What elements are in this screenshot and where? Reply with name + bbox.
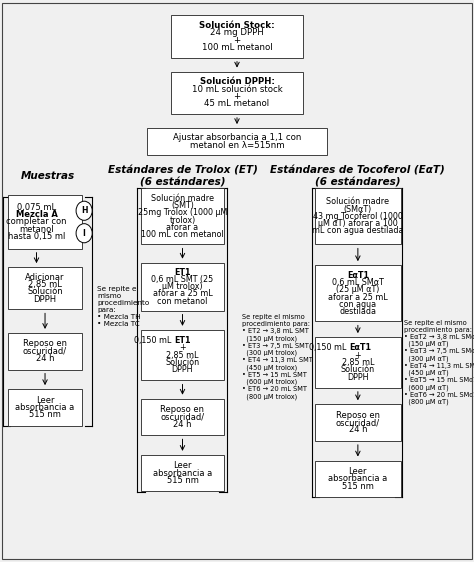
Text: aforar a 25 mL: aforar a 25 mL [153,289,212,298]
FancyBboxPatch shape [141,330,224,380]
Text: Se repite el
mismo
procedimiento
para:
• Mezcla TH
• Mezcla TC: Se repite el mismo procedimiento para: •… [97,286,149,327]
Text: 515 nm: 515 nm [29,410,61,419]
Text: trolox): trolox) [169,215,196,225]
Text: +: + [355,351,361,360]
FancyBboxPatch shape [171,15,303,57]
Text: Leer: Leer [173,461,192,470]
Text: 2,85 mL: 2,85 mL [28,280,62,289]
FancyBboxPatch shape [8,196,82,248]
FancyBboxPatch shape [315,461,401,497]
Text: 0,6 mL SMT (25: 0,6 mL SMT (25 [151,275,214,284]
Text: con metanol: con metanol [157,297,208,306]
Text: 24 h: 24 h [348,425,367,434]
FancyBboxPatch shape [315,405,401,441]
Text: 24 mg DPPH: 24 mg DPPH [210,28,264,38]
Text: 0,6 mL SMαT: 0,6 mL SMαT [332,278,384,287]
Text: Solución: Solución [27,287,63,297]
Text: Estándares de Trolox (ET)
(6 estándares): Estándares de Trolox (ET) (6 estándares) [108,166,257,187]
FancyBboxPatch shape [8,268,82,309]
FancyBboxPatch shape [315,337,401,388]
Text: con agua: con agua [339,300,376,309]
Text: Leer: Leer [36,396,55,405]
Text: aforar a 25 mL: aforar a 25 mL [328,292,388,302]
Text: +: + [179,343,186,352]
Text: 515 nm: 515 nm [342,482,374,491]
Text: I: I [82,229,86,238]
Text: 0,075 mL: 0,075 mL [17,203,56,212]
Text: 24 h: 24 h [173,420,192,429]
Text: Reposo en: Reposo en [23,339,67,348]
Text: Se repite el mismo
procedimiento para:
• EαT2 → 3,8 mL SMαT
  (150 μM αT)
• EαT3: Se repite el mismo procedimiento para: •… [404,320,474,405]
Text: Solución DPPH:: Solución DPPH: [200,77,274,87]
Text: metanol en λ=515nm: metanol en λ=515nm [190,140,284,150]
Text: 43 mg Tocoferol (1000: 43 mg Tocoferol (1000 [313,212,403,221]
Text: absorbancia a: absorbancia a [15,403,75,412]
Text: (25 μM αT): (25 μM αT) [336,285,380,294]
Text: +: + [233,92,241,101]
Text: 10 mL solución stock: 10 mL solución stock [191,84,283,94]
Text: aforar a: aforar a [166,223,199,232]
FancyBboxPatch shape [8,333,82,370]
Text: Estándares de Tocoferol (EαT)
(6 estándares): Estándares de Tocoferol (EαT) (6 estánda… [271,166,445,187]
Text: μM trolox): μM trolox) [162,282,203,291]
Text: EαT1: EαT1 [347,270,369,280]
FancyBboxPatch shape [171,72,303,114]
Text: 100 mL metanol: 100 mL metanol [202,43,272,52]
Text: (SMαT): (SMαT) [344,205,372,214]
Text: mL con agua destilada: mL con agua destilada [312,226,404,235]
Text: absorbancia a: absorbancia a [153,469,212,478]
Text: Ajustar absorbancia a 1,1 con: Ajustar absorbancia a 1,1 con [173,133,301,143]
Text: 0,150 mL: 0,150 mL [310,343,349,352]
Text: 100 mL con metanol: 100 mL con metanol [141,230,224,239]
Text: Adicionar: Adicionar [25,273,65,282]
Text: EαT1: EαT1 [349,343,371,352]
Text: Se repite el mismo
procedimiento para:
• ET2 → 3,8 mL SMT
  (150 μM trolox)
• ET: Se repite el mismo procedimiento para: •… [242,314,313,400]
Text: oscuridad/: oscuridad/ [336,418,380,427]
Text: Reposo en: Reposo en [161,405,204,414]
Text: Solución madre: Solución madre [151,193,214,203]
Text: 2,85 mL: 2,85 mL [342,358,374,367]
Text: Muestras: Muestras [20,171,74,182]
Text: 25mg Trolox (1000 μM: 25mg Trolox (1000 μM [138,208,227,217]
Text: Solución: Solución [341,365,375,374]
Text: Solución: Solución [165,358,200,367]
Text: DPPH: DPPH [347,373,369,382]
FancyBboxPatch shape [8,389,82,426]
FancyBboxPatch shape [141,263,224,310]
Text: absorbancia a: absorbancia a [328,474,387,483]
Text: oscuridad/: oscuridad/ [23,347,67,356]
FancyBboxPatch shape [141,188,224,244]
Text: destilada: destilada [339,307,376,316]
FancyBboxPatch shape [141,399,224,435]
Text: Mezcla A: Mezcla A [16,210,57,219]
Text: Solución Stock:: Solución Stock: [199,21,275,30]
Text: (SMT): (SMT) [171,201,194,210]
Text: completar con: completar con [6,217,67,226]
Text: H: H [81,206,87,215]
Text: hasta 0,15 ml: hasta 0,15 ml [8,232,65,241]
Text: +: + [233,35,241,45]
FancyBboxPatch shape [315,188,401,244]
Circle shape [76,224,92,243]
Text: 0,150 mL: 0,150 mL [134,336,174,345]
Text: Solución madre: Solución madre [327,197,389,206]
Text: 515 nm: 515 nm [166,476,199,485]
Text: DPPH: DPPH [172,365,193,374]
Text: DPPH: DPPH [34,294,56,304]
Text: Leer: Leer [348,467,367,476]
Text: 2,85 mL: 2,85 mL [166,351,199,360]
Text: ET1: ET1 [174,268,191,277]
Text: metanol: metanol [19,225,54,234]
FancyBboxPatch shape [141,455,224,491]
Circle shape [76,201,92,220]
Text: μM αT) aforar a 100: μM αT) aforar a 100 [318,219,398,228]
Text: Reposo en: Reposo en [336,411,380,420]
Text: 24 h: 24 h [36,354,55,363]
Text: 45 mL metanol: 45 mL metanol [204,99,270,108]
FancyBboxPatch shape [315,265,401,321]
Text: oscuridad/: oscuridad/ [160,413,205,422]
FancyBboxPatch shape [147,128,327,155]
Text: ET1: ET1 [174,336,191,345]
